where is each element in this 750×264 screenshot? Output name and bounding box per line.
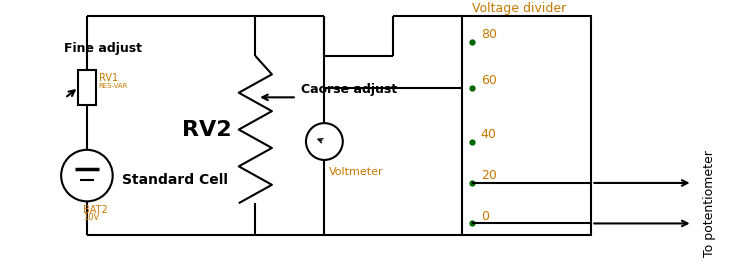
Text: 20: 20 — [481, 169, 496, 182]
Text: Voltmeter: Voltmeter — [329, 167, 383, 177]
Text: 80: 80 — [481, 28, 496, 41]
Text: 10V: 10V — [83, 213, 100, 222]
Text: BAT2: BAT2 — [83, 205, 108, 215]
Text: RV1: RV1 — [99, 73, 118, 83]
Text: 60: 60 — [481, 74, 496, 87]
Text: RES-VAR: RES-VAR — [99, 83, 128, 89]
Bar — [78, 70, 96, 105]
Text: Caorse adjust: Caorse adjust — [302, 83, 398, 96]
Text: 40: 40 — [481, 128, 496, 141]
Text: Fine adjust: Fine adjust — [64, 42, 142, 55]
Text: RV2: RV2 — [182, 120, 231, 140]
Text: 0: 0 — [481, 210, 489, 223]
Text: To potentiometer: To potentiometer — [703, 150, 715, 257]
Text: Voltage divider: Voltage divider — [472, 2, 566, 15]
Bar — [463, 16, 591, 235]
Text: Standard Cell: Standard Cell — [122, 173, 228, 187]
